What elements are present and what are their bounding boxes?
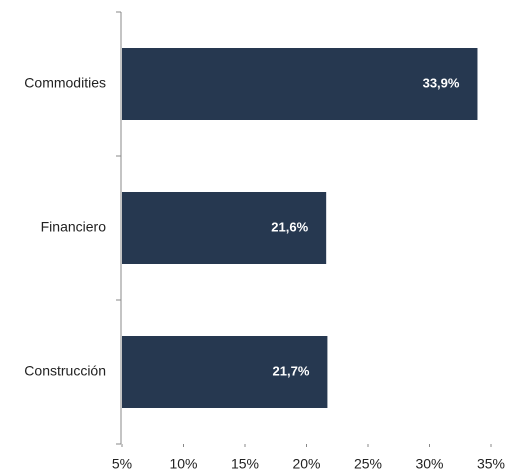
y-tick-label: Commodities <box>24 75 106 91</box>
value-label: 33,9% <box>423 75 460 90</box>
x-tick-label: 5% <box>112 456 132 472</box>
bar <box>122 336 328 408</box>
x-tick-label: 30% <box>415 456 443 472</box>
y-tick-label: Financiero <box>41 219 107 235</box>
x-tick-label: 15% <box>231 456 259 472</box>
x-tick-label: 35% <box>477 456 505 472</box>
x-tick-label: 20% <box>292 456 320 472</box>
value-label: 21,7% <box>273 363 310 378</box>
x-tick-label: 25% <box>354 456 382 472</box>
bar <box>122 48 478 120</box>
bar <box>122 192 327 264</box>
y-tick-label: Construcción <box>24 363 106 379</box>
value-label: 21,6% <box>271 219 308 234</box>
x-tick-label: 10% <box>169 456 197 472</box>
